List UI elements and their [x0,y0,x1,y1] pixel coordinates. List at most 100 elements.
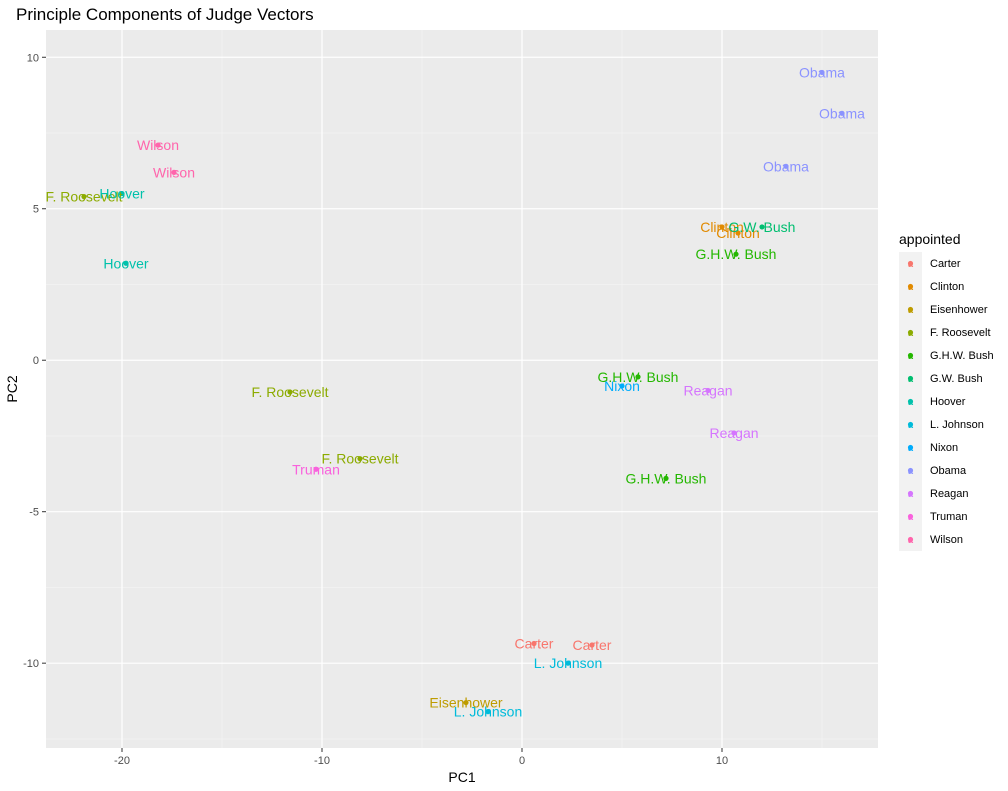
data-label: Reagan [709,425,758,441]
data-label: F. Roosevelt [321,451,398,467]
data-point [119,190,125,197]
data-label: Wilson [153,164,195,180]
x-axis: -20 -10 0 10 [114,748,728,767]
chart-title: Principle Components of Judge Vectors [16,5,314,24]
legend-label: F. Roosevelt [930,327,991,339]
x-tick-label: -20 [114,755,130,767]
legend-point [907,352,914,359]
legend-label: G.H.W. Bush [930,350,994,362]
data-label: G.H.W. Bush [696,246,777,262]
legend-label: Truman [930,511,968,523]
data-label: Obama [799,64,845,80]
data-point [123,260,129,266]
data-label: F. Roosevelt [251,384,328,400]
data-point [171,169,177,175]
x-tick-label: -10 [314,755,330,767]
data-point [735,230,741,236]
data-label: Obama [819,105,865,121]
legend-text-glyph: a [908,535,914,545]
legend-text-glyph: a [908,397,914,407]
y-tick-label: 5 [33,204,39,216]
data-point [619,383,625,389]
legend-label: Nixon [930,442,958,454]
legend-label: L. Johnson [930,419,984,431]
legend-text-glyph: a [908,512,914,522]
data-point [819,69,825,76]
legend-label: Eisenhower [930,304,988,316]
data-point [731,430,737,436]
data-point [463,699,469,706]
legend-point [907,329,914,336]
data-label: Wilson [137,137,179,153]
data-label: Nixon [604,378,640,394]
y-axis-title: PC2 [4,375,20,402]
legend-text-glyph: a [908,374,914,384]
grid-major [46,30,878,748]
legend-point [907,467,914,474]
data-point [783,163,789,169]
grid-minor [46,30,878,748]
legend-text-glyph: a [908,351,914,361]
data-label: Clinton [700,219,744,235]
data-point [839,110,845,116]
data-point [313,466,319,472]
legend-label: Reagan [930,488,969,500]
x-tick-label: 10 [716,755,728,767]
legend-point [907,513,914,520]
legend-title: appointed [899,231,961,247]
legend-point [907,490,914,497]
data-point [155,142,161,148]
legend-point [907,306,914,313]
data-point [565,660,571,666]
y-tick-label: 0 [33,355,39,367]
data-point [635,374,641,380]
data-point [589,642,595,648]
legend-text-glyph: a [908,305,914,315]
data-point [287,389,293,395]
legend-point [907,398,914,405]
data-point [719,224,725,230]
y-tick-label: -5 [29,507,39,519]
data-label: Carter [573,637,612,653]
data-label: Reagan [683,383,732,399]
legend-text-glyph: a [908,282,914,292]
data-points [81,69,845,715]
legend-text-glyph: a [908,259,914,269]
data-label: Obama [763,158,809,174]
legend: appointed a Carter a Clinton a Eisenhower a F. … [899,231,994,551]
legend-items: a Carter a Clinton a Eisenhower a F. Roosevelt a… [899,252,994,551]
x-tick-label: 0 [519,755,525,767]
plot-background [46,30,878,748]
data-label: G.H.W. Bush [598,369,679,385]
legend-point [907,375,914,382]
data-label: L. Johnson [454,704,523,720]
legend-text-glyph: a [908,466,914,476]
legend-point [907,260,914,267]
data-label: Truman [292,461,340,477]
legend-label: Wilson [930,534,963,546]
legend-text-glyph: a [908,443,914,453]
data-point [733,251,739,257]
legend-text-glyph: a [908,328,914,338]
data-label: Hoover [99,186,144,202]
data-point [81,194,87,200]
legend-label: Hoover [930,396,966,408]
data-label: G.W. Bush [729,219,796,235]
legend-point [907,536,914,543]
y-tick-label: -10 [23,658,39,670]
data-point [485,709,491,715]
data-label: F. Roosevelt [45,189,122,205]
data-label: G.H.W. Bush [626,470,707,486]
data-label: Carter [515,635,554,651]
data-label: Eisenhower [429,695,502,711]
legend-point [907,421,914,428]
y-tick-label: 10 [27,52,39,64]
legend-label: Carter [930,258,961,270]
data-point [663,475,669,481]
legend-text-glyph: a [908,420,914,430]
legend-point [907,283,914,290]
data-label: Clinton [716,225,760,241]
